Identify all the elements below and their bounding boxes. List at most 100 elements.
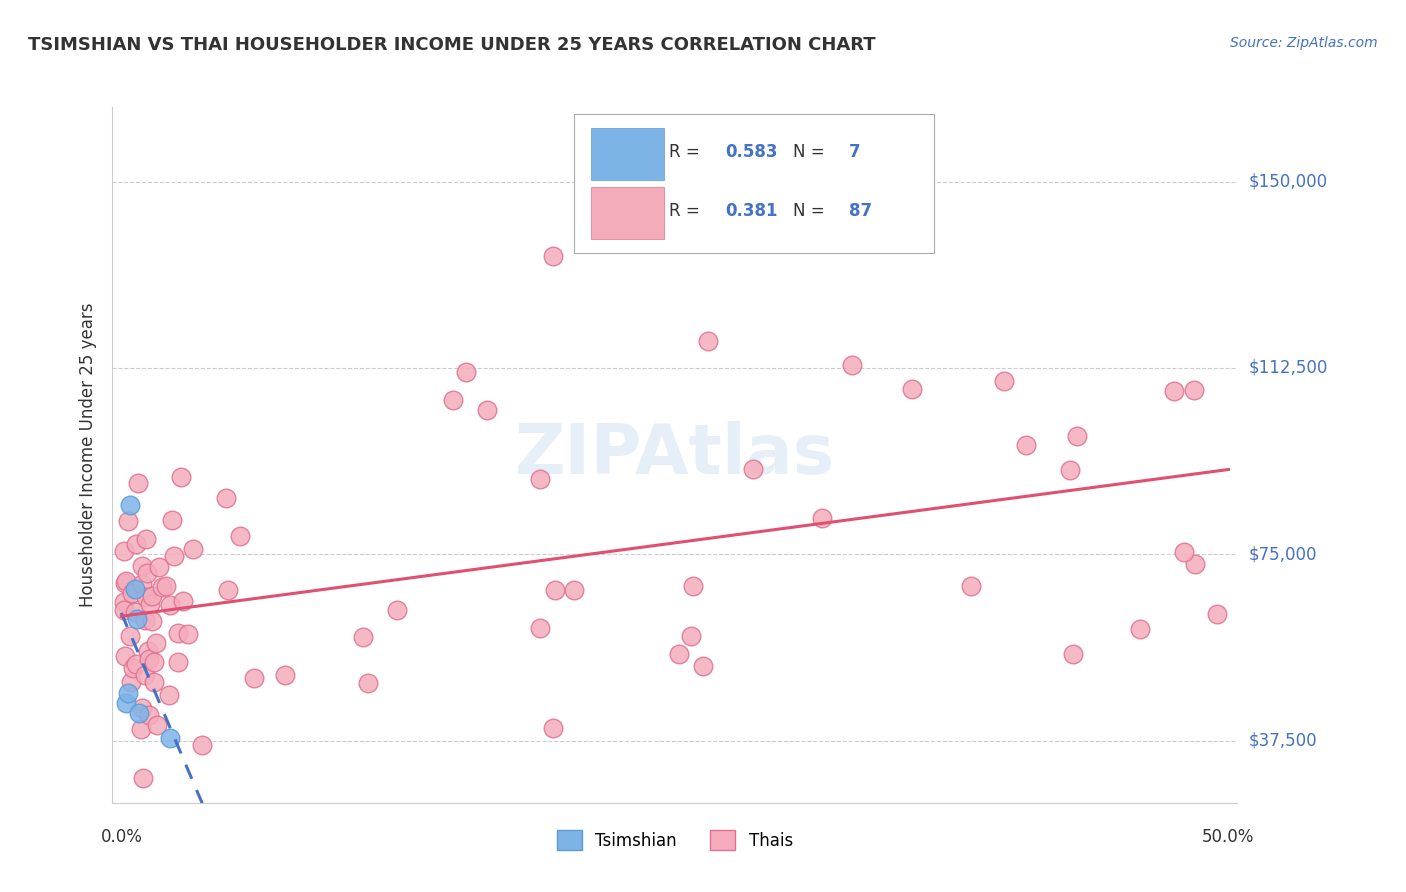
Thais: [134, 668, 156, 682]
Thais: [160, 513, 183, 527]
FancyBboxPatch shape: [574, 114, 934, 253]
FancyBboxPatch shape: [591, 128, 664, 180]
Text: 0.381: 0.381: [725, 202, 778, 220]
Thais: [150, 580, 173, 594]
Text: 0.0%: 0.0%: [100, 828, 142, 846]
Text: ZIPAtlas: ZIPAtlas: [515, 421, 835, 489]
Thais: [191, 738, 214, 752]
Text: TSIMSHIAN VS THAI HOUSEHOLDER INCOME UNDER 25 YEARS CORRELATION CHART: TSIMSHIAN VS THAI HOUSEHOLDER INCOME UND…: [28, 36, 876, 54]
Thais: [443, 393, 465, 408]
Thais: [124, 536, 146, 550]
Thais: [121, 675, 143, 690]
Thais: [1059, 463, 1081, 477]
Text: 7: 7: [849, 144, 860, 161]
Thais: [155, 578, 177, 592]
Thais: [1163, 384, 1185, 398]
Thais: [697, 334, 720, 348]
Tsimshian: [125, 612, 148, 626]
Thais: [125, 657, 148, 672]
Text: 87: 87: [849, 202, 872, 220]
Thais: [139, 597, 162, 611]
Thais: [131, 771, 153, 785]
Thais: [167, 626, 190, 640]
Text: R =: R =: [669, 202, 706, 220]
Thais: [114, 576, 136, 591]
Thais: [112, 595, 135, 609]
Thais: [127, 476, 149, 491]
Thais: [131, 576, 153, 591]
Thais: [692, 659, 714, 673]
Thais: [529, 621, 551, 635]
Tsimshian: [117, 686, 139, 700]
Thais: [668, 647, 690, 661]
Thais: [544, 583, 567, 598]
Thais: [1182, 383, 1205, 397]
Thais: [135, 590, 157, 604]
Thais: [129, 723, 152, 737]
Thais: [131, 701, 153, 715]
Thais: [112, 602, 135, 616]
Text: N =: N =: [793, 144, 830, 161]
Thais: [357, 676, 380, 690]
Thais: [1184, 558, 1206, 572]
Thais: [166, 655, 188, 669]
Thais: [120, 629, 142, 643]
Thais: [143, 655, 166, 669]
Thais: [143, 674, 166, 689]
Thais: [682, 579, 704, 593]
Text: $112,500: $112,500: [1249, 359, 1327, 377]
Thais: [960, 578, 983, 592]
Thais: [215, 491, 238, 506]
Thais: [121, 586, 143, 600]
Thais: [529, 472, 551, 486]
Thais: [122, 661, 145, 675]
Thais: [138, 652, 160, 666]
Thais: [243, 671, 266, 685]
Thais: [112, 543, 135, 558]
Text: 0.583: 0.583: [725, 144, 778, 161]
Thais: [145, 718, 167, 732]
Thais: [811, 511, 834, 525]
Thais: [541, 249, 564, 263]
Thais: [1062, 647, 1084, 661]
Thais: [135, 566, 157, 580]
Thais: [229, 529, 252, 543]
Thais: [562, 583, 585, 598]
Thais: [157, 688, 180, 702]
Thais: [1129, 622, 1152, 636]
Text: 50.0%: 50.0%: [1202, 828, 1254, 846]
Thais: [117, 514, 139, 528]
Tsimshian: [120, 498, 142, 512]
Thais: [124, 605, 146, 619]
Tsimshian: [124, 582, 146, 596]
Thais: [385, 602, 408, 616]
Thais: [141, 615, 163, 629]
Thais: [1173, 545, 1195, 559]
Text: R =: R =: [669, 144, 706, 161]
Thais: [131, 559, 153, 574]
Thais: [1206, 607, 1229, 621]
Thais: [183, 541, 205, 556]
Thais: [1014, 438, 1036, 452]
Thais: [841, 359, 863, 373]
Thais: [141, 589, 163, 603]
Text: $37,500: $37,500: [1249, 731, 1317, 749]
Thais: [159, 598, 181, 612]
Thais: [274, 667, 297, 681]
Thais: [217, 582, 239, 597]
Thais: [114, 649, 136, 664]
Thais: [993, 374, 1015, 388]
Thais: [114, 574, 136, 589]
Thais: [901, 382, 924, 396]
Thais: [134, 614, 156, 628]
Tsimshian: [128, 706, 150, 721]
Thais: [138, 708, 160, 723]
Thais: [170, 470, 193, 484]
FancyBboxPatch shape: [591, 187, 664, 239]
Thais: [148, 559, 170, 574]
Thais: [136, 643, 159, 657]
Thais: [177, 627, 200, 641]
Thais: [145, 636, 167, 650]
Thais: [456, 365, 478, 379]
Thais: [163, 549, 186, 563]
